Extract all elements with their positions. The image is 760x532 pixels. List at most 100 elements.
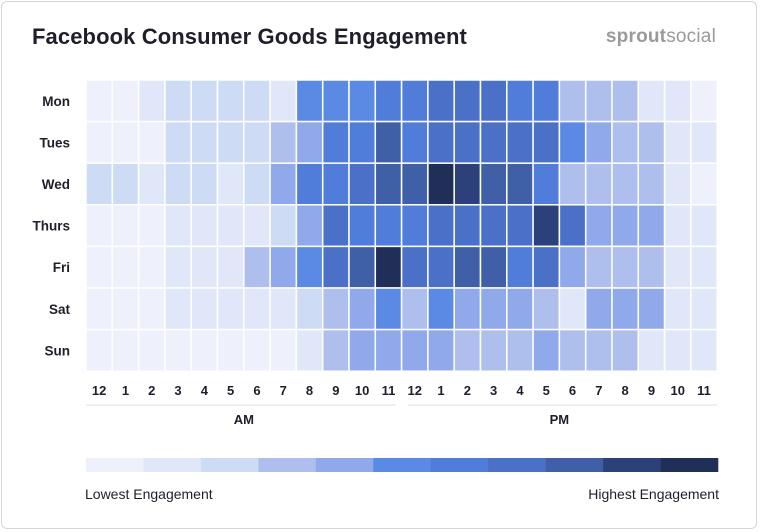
heatmap-cell-fri-8 (295, 245, 324, 289)
heatmap-cell-fri-13 (427, 245, 455, 289)
heatmap-cell-thurs-9 (321, 204, 350, 248)
heatmap-cell-thurs-7 (269, 204, 298, 248)
heatmap-cell-mon-9 (321, 79, 350, 123)
heatmap-cell-sat-14 (453, 287, 482, 331)
day-label-sat: Sat (49, 302, 71, 317)
heatmap-cell-fri-10 (348, 245, 377, 289)
heatmap-cell-sun-8 (295, 328, 324, 372)
heatmap-cell-mon-3 (164, 79, 192, 123)
hour-label-21: 9 (648, 383, 655, 398)
heatmap-cell-mon-10 (348, 79, 377, 123)
hour-label-11: 11 (382, 383, 396, 398)
heatmap-cell-tues-7 (269, 120, 298, 164)
heatmap-cell-thurs-1 (111, 204, 140, 248)
day-label-tues: Tues (39, 135, 70, 150)
heatmap-cell-tues-4 (190, 120, 219, 164)
hour-label-18: 6 (569, 383, 576, 398)
heatmap-cell-tues-15 (479, 120, 508, 164)
heatmap-cell-fri-7 (269, 245, 298, 289)
heatmap-cell-sun-21 (637, 328, 666, 372)
heatmap-cell-tues-17 (532, 120, 561, 164)
period-label-am: AM (234, 412, 254, 427)
heatmap-cell-tues-21 (637, 120, 666, 164)
heatmap-cell-sat-16 (506, 287, 534, 331)
heatmap-cell-fri-4 (190, 245, 219, 289)
heatmap-cell-mon-0 (85, 79, 114, 123)
hour-label-7: 7 (280, 383, 287, 398)
heatmap-cell-mon-18 (558, 79, 587, 123)
hour-label-13: 1 (437, 383, 444, 398)
heatmap-cell-fri-0 (85, 245, 114, 289)
heatmap-cell-sat-4 (190, 287, 219, 331)
heatmap-cell-fri-15 (479, 245, 508, 289)
heatmap-cell-sat-12 (400, 287, 429, 331)
heatmap-cell-thurs-22 (663, 204, 692, 248)
hour-label-9: 9 (332, 383, 339, 398)
heatmap-cell-thurs-17 (532, 204, 561, 248)
legend-swatch-4 (315, 458, 374, 472)
hour-label-23: 11 (697, 383, 711, 398)
hour-label-4: 4 (201, 383, 209, 398)
heatmap-cell-fri-6 (243, 245, 271, 289)
day-label-thurs: Thurs (32, 219, 70, 234)
heatmap-cell-thurs-2 (137, 204, 166, 248)
heatmap-cell-sun-13 (427, 328, 455, 372)
heatmap-cell-mon-13 (427, 79, 455, 123)
heatmap-cell-mon-8 (295, 79, 324, 123)
heatmap-cell-wed-11 (374, 162, 403, 206)
legend-swatch-8 (545, 458, 604, 472)
heatmap-cell-wed-18 (558, 162, 587, 206)
heatmap-cell-tues-6 (243, 120, 271, 164)
heatmap-cell-tues-14 (453, 120, 482, 164)
heatmap-cell-fri-9 (321, 245, 350, 289)
day-label-sun: Sun (45, 343, 71, 358)
heatmap-cell-thurs-13 (427, 204, 455, 248)
legend-swatch-5 (373, 458, 432, 472)
heatmap-cell-sun-3 (164, 328, 192, 372)
heatmap-cell-sun-0 (85, 328, 114, 372)
heatmap-cell-sun-1 (111, 328, 140, 372)
heatmap-cell-tues-10 (348, 120, 377, 164)
legend-swatch-10 (660, 458, 719, 472)
heatmap-cell-mon-1 (111, 79, 140, 123)
heatmap-cell-fri-23 (690, 245, 718, 289)
heatmap-cell-thurs-10 (348, 204, 377, 248)
heatmap-cell-sun-5 (216, 328, 245, 372)
heatmap-cell-mon-2 (137, 79, 166, 123)
heatmap-cell-sat-17 (532, 287, 561, 331)
heatmap-cell-fri-22 (663, 245, 692, 289)
heatmap-cell-thurs-3 (164, 204, 192, 248)
heatmap-cell-wed-8 (295, 162, 324, 206)
heatmap-cell-wed-17 (532, 162, 561, 206)
legend-swatch-2 (200, 458, 259, 472)
hour-label-22: 10 (671, 383, 685, 398)
heatmap-cell-sun-6 (243, 328, 271, 372)
heatmap-cell-wed-16 (506, 162, 534, 206)
heatmap-cell-tues-8 (295, 120, 324, 164)
hour-label-3: 3 (174, 383, 181, 398)
heatmap-cell-wed-0 (85, 162, 114, 206)
hour-label-0: 12 (92, 383, 106, 398)
heatmap-cell-sun-14 (453, 328, 482, 372)
heatmap-cell-mon-6 (243, 79, 271, 123)
heatmap-cell-sun-20 (611, 328, 640, 372)
heatmap-cell-thurs-11 (374, 204, 403, 248)
heatmap-cell-sun-17 (532, 328, 561, 372)
heatmap-cell-sun-4 (190, 328, 219, 372)
heatmap-cell-thurs-12 (400, 204, 429, 248)
heatmap-cell-tues-1 (111, 120, 140, 164)
legend-swatch-3 (258, 458, 317, 472)
legend-swatch-6 (430, 458, 489, 472)
heatmap-cell-fri-12 (400, 245, 429, 289)
heatmap-cell-thurs-20 (611, 204, 640, 248)
heatmap-cell-sun-7 (269, 328, 298, 372)
heatmap-cell-sat-18 (558, 287, 587, 331)
heatmap-cell-fri-14 (453, 245, 482, 289)
heatmap-cell-wed-21 (637, 162, 666, 206)
hour-label-17: 5 (543, 383, 550, 398)
heatmap-cell-mon-16 (506, 79, 534, 123)
hour-label-12: 12 (408, 383, 422, 398)
heatmap-cell-thurs-15 (479, 204, 508, 248)
heatmap-cell-sat-13 (427, 287, 455, 331)
heatmap-cell-thurs-18 (558, 204, 587, 248)
